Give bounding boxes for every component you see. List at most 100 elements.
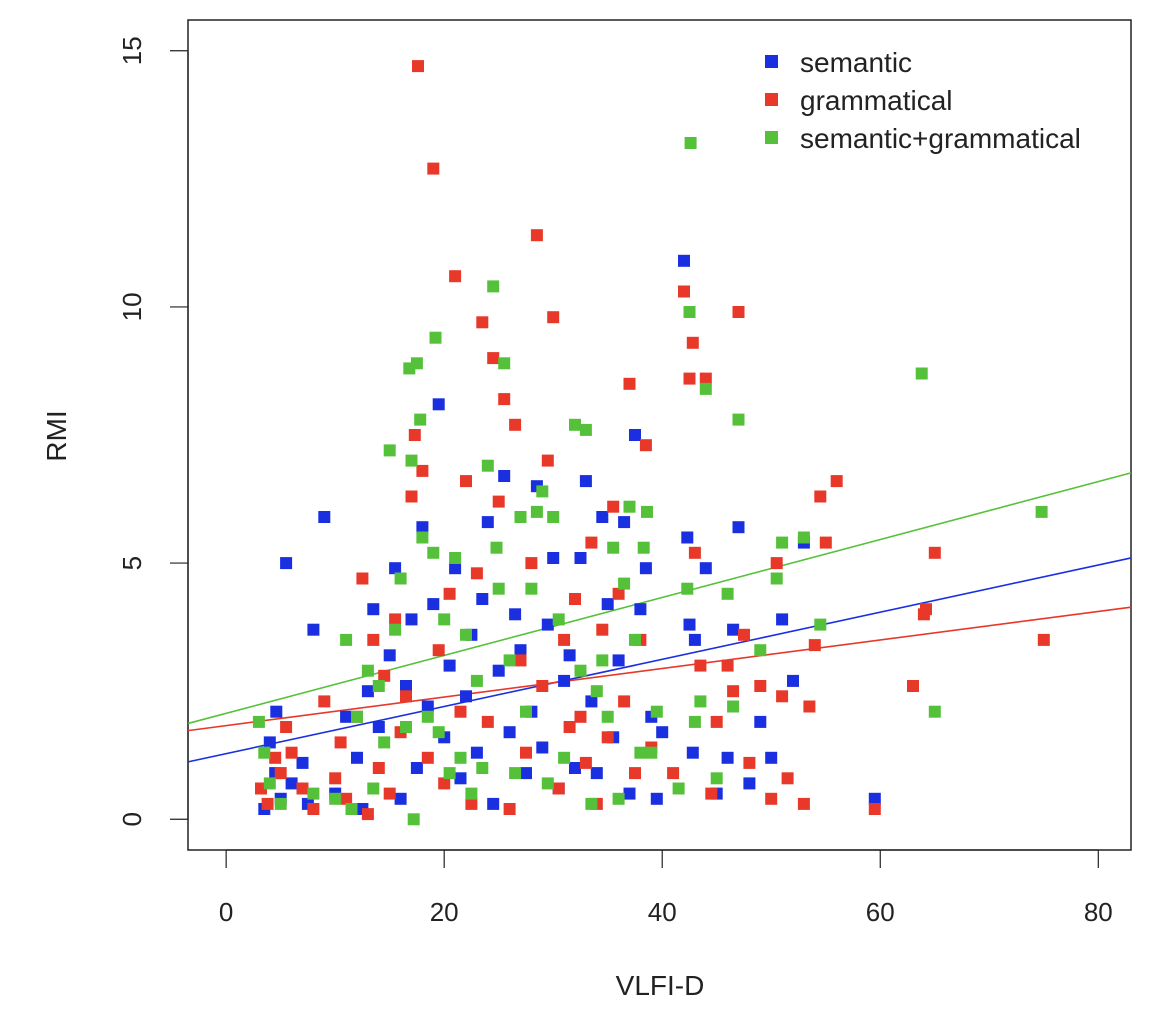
data-point xyxy=(629,633,641,646)
data-point xyxy=(514,644,527,657)
data-point xyxy=(481,715,494,728)
data-point xyxy=(487,280,500,293)
fit-line-semantic-grammatical xyxy=(187,472,1132,725)
data-point xyxy=(345,803,358,815)
data-point xyxy=(536,485,549,498)
data-point xyxy=(481,459,494,472)
data-point xyxy=(318,695,331,708)
data-point xyxy=(727,685,740,698)
data-point xyxy=(443,767,456,780)
data-point xyxy=(639,439,652,452)
data-point xyxy=(754,644,767,657)
legend-label: semantic xyxy=(800,47,912,78)
data-point xyxy=(274,797,287,810)
data-point xyxy=(263,736,276,749)
data-point xyxy=(372,762,385,774)
data-point xyxy=(465,787,478,800)
data-point xyxy=(629,429,641,441)
data-point xyxy=(808,639,821,652)
data-point xyxy=(641,505,653,518)
data-point xyxy=(361,664,374,677)
data-point xyxy=(681,582,694,595)
data-point xyxy=(492,582,505,595)
data-point xyxy=(492,495,505,508)
data-point xyxy=(710,715,723,728)
data-point xyxy=(645,746,658,759)
data-point xyxy=(476,593,489,605)
data-point xyxy=(460,690,472,703)
data-point xyxy=(781,772,794,785)
data-point xyxy=(476,316,489,329)
data-point xyxy=(558,751,571,764)
data-point xyxy=(1035,505,1048,518)
data-point xyxy=(607,500,620,513)
data-point xyxy=(688,633,701,646)
data-point xyxy=(558,674,571,687)
data-point xyxy=(618,577,631,590)
data-point xyxy=(776,613,789,626)
data-point xyxy=(667,767,680,780)
data-point xyxy=(329,792,342,805)
x-tick-label: 80 xyxy=(1084,897,1113,927)
legend-label: semantic+grammatical xyxy=(800,123,1081,154)
data-point xyxy=(372,721,385,733)
data-point xyxy=(699,372,712,385)
data-point xyxy=(252,715,265,728)
data-point xyxy=(429,331,442,344)
data-point xyxy=(601,598,614,611)
data-point xyxy=(503,803,516,815)
data-point xyxy=(579,423,592,436)
data-point xyxy=(569,762,581,774)
data-point xyxy=(552,613,565,626)
data-point xyxy=(814,618,827,631)
data-point xyxy=(498,470,511,482)
data-point xyxy=(525,582,538,595)
data-point xyxy=(803,700,816,713)
data-point xyxy=(318,511,331,523)
legend-swatch xyxy=(765,93,778,106)
data-point xyxy=(684,137,697,149)
data-point xyxy=(454,751,467,764)
data-point xyxy=(514,654,527,667)
data-point xyxy=(637,541,650,554)
data-point xyxy=(623,500,636,513)
data-point xyxy=(400,680,412,692)
data-point xyxy=(743,756,756,769)
data-point xyxy=(285,777,298,790)
data-point xyxy=(686,336,699,349)
data-point xyxy=(678,254,690,267)
fit-line-semantic xyxy=(187,557,1132,763)
data-point xyxy=(569,593,581,605)
data-point xyxy=(432,726,445,739)
data-point xyxy=(400,690,412,703)
data-point xyxy=(405,613,418,626)
data-point xyxy=(819,536,832,549)
data-point xyxy=(743,777,756,790)
data-point xyxy=(688,546,701,559)
y-tick-label: 0 xyxy=(117,812,147,826)
data-point xyxy=(776,536,789,549)
data-point xyxy=(732,413,745,426)
data-point xyxy=(416,531,429,544)
data-point xyxy=(520,767,532,780)
data-point xyxy=(787,674,799,687)
data-point xyxy=(285,746,298,759)
data-point xyxy=(421,710,434,723)
y-axis-label: RMI xyxy=(41,410,72,461)
data-point xyxy=(449,552,462,564)
data-point xyxy=(579,475,592,488)
data-point xyxy=(351,710,363,723)
data-point xyxy=(263,777,276,790)
data-point xyxy=(650,705,663,718)
x-axis: 0 20 40 60 80 xyxy=(219,849,1113,927)
data-point xyxy=(732,306,745,318)
data-point xyxy=(705,787,718,800)
data-point xyxy=(596,623,609,636)
data-point xyxy=(490,541,503,554)
data-point xyxy=(754,680,767,692)
data-point xyxy=(438,613,451,626)
legend-swatch xyxy=(765,131,778,144)
data-point xyxy=(681,531,694,544)
data-points xyxy=(252,60,1050,826)
data-point xyxy=(274,767,287,780)
